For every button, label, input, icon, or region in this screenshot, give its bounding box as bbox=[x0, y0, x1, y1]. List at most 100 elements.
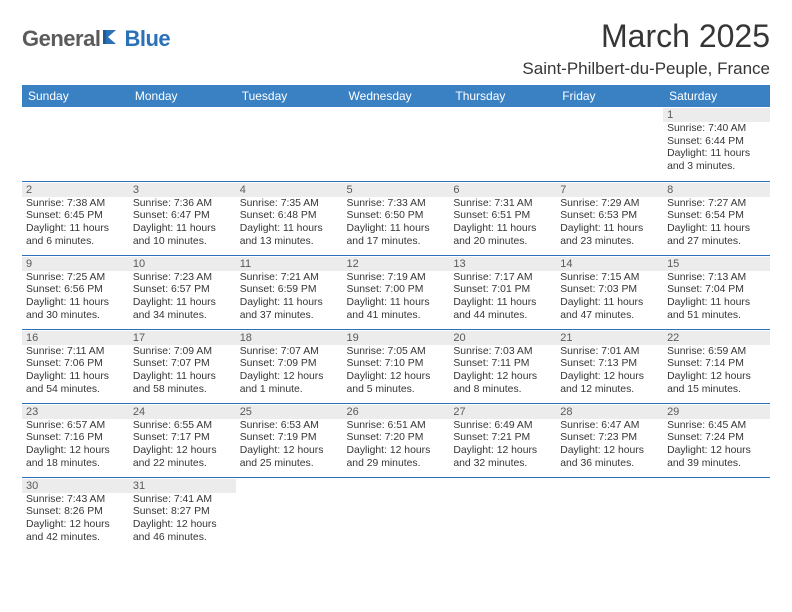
header: General Blue March 2025 Saint-Philbert-d… bbox=[22, 18, 770, 79]
calendar-cell: 8Sunrise: 7:27 AMSunset: 6:54 PMDaylight… bbox=[663, 181, 770, 255]
month-title: March 2025 bbox=[522, 18, 770, 55]
sunrise-text: Sunrise: 7:19 AM bbox=[347, 272, 446, 285]
calendar-cell bbox=[449, 107, 556, 181]
daylight-text: Daylight: 12 hours bbox=[26, 519, 125, 532]
daylight-text: and 37 minutes. bbox=[240, 310, 339, 323]
daylight-text: and 39 minutes. bbox=[667, 458, 766, 471]
calendar-table: Sunday Monday Tuesday Wednesday Thursday… bbox=[22, 85, 770, 551]
daylight-text: and 10 minutes. bbox=[133, 236, 232, 249]
sunset-text: Sunset: 7:17 PM bbox=[133, 432, 232, 445]
daylight-text: Daylight: 11 hours bbox=[453, 297, 552, 310]
daylight-text: Daylight: 12 hours bbox=[26, 445, 125, 458]
day-number: 19 bbox=[343, 331, 450, 345]
calendar-cell bbox=[449, 477, 556, 551]
weekday-header: Friday bbox=[556, 85, 663, 107]
day-number: 8 bbox=[663, 183, 770, 197]
sunrise-text: Sunrise: 7:17 AM bbox=[453, 272, 552, 285]
calendar-cell: 15Sunrise: 7:13 AMSunset: 7:04 PMDayligh… bbox=[663, 255, 770, 329]
day-number: 16 bbox=[22, 331, 129, 345]
sunset-text: Sunset: 7:14 PM bbox=[667, 358, 766, 371]
daylight-text: Daylight: 11 hours bbox=[133, 297, 232, 310]
daylight-text: Daylight: 12 hours bbox=[667, 371, 766, 384]
sunset-text: Sunset: 7:16 PM bbox=[26, 432, 125, 445]
sunrise-text: Sunrise: 7:07 AM bbox=[240, 346, 339, 359]
weekday-header: Thursday bbox=[449, 85, 556, 107]
calendar-cell bbox=[556, 477, 663, 551]
day-number: 17 bbox=[129, 331, 236, 345]
daylight-text: and 25 minutes. bbox=[240, 458, 339, 471]
calendar-cell: 10Sunrise: 7:23 AMSunset: 6:57 PMDayligh… bbox=[129, 255, 236, 329]
daylight-text: Daylight: 12 hours bbox=[453, 371, 552, 384]
calendar-cell: 23Sunrise: 6:57 AMSunset: 7:16 PMDayligh… bbox=[22, 403, 129, 477]
sunrise-text: Sunrise: 7:05 AM bbox=[347, 346, 446, 359]
daylight-text: Daylight: 12 hours bbox=[240, 445, 339, 458]
calendar-cell: 7Sunrise: 7:29 AMSunset: 6:53 PMDaylight… bbox=[556, 181, 663, 255]
daylight-text: Daylight: 11 hours bbox=[560, 223, 659, 236]
calendar-cell: 28Sunrise: 6:47 AMSunset: 7:23 PMDayligh… bbox=[556, 403, 663, 477]
daylight-text: and 41 minutes. bbox=[347, 310, 446, 323]
sunrise-text: Sunrise: 7:03 AM bbox=[453, 346, 552, 359]
sunset-text: Sunset: 7:01 PM bbox=[453, 284, 552, 297]
daylight-text: Daylight: 11 hours bbox=[240, 223, 339, 236]
sunrise-text: Sunrise: 7:36 AM bbox=[133, 198, 232, 211]
daylight-text: Daylight: 11 hours bbox=[26, 297, 125, 310]
calendar-cell: 4Sunrise: 7:35 AMSunset: 6:48 PMDaylight… bbox=[236, 181, 343, 255]
daylight-text: Daylight: 12 hours bbox=[347, 371, 446, 384]
calendar-cell: 6Sunrise: 7:31 AMSunset: 6:51 PMDaylight… bbox=[449, 181, 556, 255]
day-number: 23 bbox=[22, 405, 129, 419]
calendar-cell: 26Sunrise: 6:51 AMSunset: 7:20 PMDayligh… bbox=[343, 403, 450, 477]
daylight-text: and 47 minutes. bbox=[560, 310, 659, 323]
daylight-text: and 8 minutes. bbox=[453, 384, 552, 397]
day-number: 20 bbox=[449, 331, 556, 345]
daylight-text: Daylight: 11 hours bbox=[347, 297, 446, 310]
calendar-row: 23Sunrise: 6:57 AMSunset: 7:16 PMDayligh… bbox=[22, 403, 770, 477]
sunrise-text: Sunrise: 7:23 AM bbox=[133, 272, 232, 285]
day-number: 2 bbox=[22, 183, 129, 197]
day-number: 14 bbox=[556, 257, 663, 271]
day-number: 29 bbox=[663, 405, 770, 419]
daylight-text: and 29 minutes. bbox=[347, 458, 446, 471]
calendar-cell: 31Sunrise: 7:41 AMSunset: 8:27 PMDayligh… bbox=[129, 477, 236, 551]
calendar-cell: 1Sunrise: 7:40 AMSunset: 6:44 PMDaylight… bbox=[663, 107, 770, 181]
daylight-text: and 22 minutes. bbox=[133, 458, 232, 471]
daylight-text: and 17 minutes. bbox=[347, 236, 446, 249]
day-number: 12 bbox=[343, 257, 450, 271]
calendar-cell bbox=[556, 107, 663, 181]
daylight-text: and 13 minutes. bbox=[240, 236, 339, 249]
calendar-row: 9Sunrise: 7:25 AMSunset: 6:56 PMDaylight… bbox=[22, 255, 770, 329]
sunset-text: Sunset: 7:06 PM bbox=[26, 358, 125, 371]
sunrise-text: Sunrise: 7:21 AM bbox=[240, 272, 339, 285]
daylight-text: and 5 minutes. bbox=[347, 384, 446, 397]
calendar-cell bbox=[129, 107, 236, 181]
sunset-text: Sunset: 6:56 PM bbox=[26, 284, 125, 297]
sunrise-text: Sunrise: 7:15 AM bbox=[560, 272, 659, 285]
sunset-text: Sunset: 6:47 PM bbox=[133, 210, 232, 223]
day-number: 11 bbox=[236, 257, 343, 271]
daylight-text: Daylight: 11 hours bbox=[560, 297, 659, 310]
daylight-text: Daylight: 12 hours bbox=[453, 445, 552, 458]
daylight-text: Daylight: 12 hours bbox=[667, 445, 766, 458]
sunrise-text: Sunrise: 7:27 AM bbox=[667, 198, 766, 211]
daylight-text: Daylight: 12 hours bbox=[133, 519, 232, 532]
sunrise-text: Sunrise: 7:31 AM bbox=[453, 198, 552, 211]
calendar-cell: 2Sunrise: 7:38 AMSunset: 6:45 PMDaylight… bbox=[22, 181, 129, 255]
daylight-text: and 27 minutes. bbox=[667, 236, 766, 249]
calendar-cell: 12Sunrise: 7:19 AMSunset: 7:00 PMDayligh… bbox=[343, 255, 450, 329]
sunset-text: Sunset: 7:23 PM bbox=[560, 432, 659, 445]
sunrise-text: Sunrise: 7:11 AM bbox=[26, 346, 125, 359]
daylight-text: Daylight: 11 hours bbox=[26, 223, 125, 236]
day-number: 13 bbox=[449, 257, 556, 271]
daylight-text: Daylight: 12 hours bbox=[560, 445, 659, 458]
day-number: 31 bbox=[129, 479, 236, 493]
daylight-text: and 44 minutes. bbox=[453, 310, 552, 323]
sunset-text: Sunset: 6:44 PM bbox=[667, 136, 766, 149]
sunrise-text: Sunrise: 7:35 AM bbox=[240, 198, 339, 211]
calendar-row: 1Sunrise: 7:40 AMSunset: 6:44 PMDaylight… bbox=[22, 107, 770, 181]
day-number: 1 bbox=[663, 108, 770, 122]
sunset-text: Sunset: 7:00 PM bbox=[347, 284, 446, 297]
daylight-text: and 58 minutes. bbox=[133, 384, 232, 397]
sunset-text: Sunset: 6:59 PM bbox=[240, 284, 339, 297]
calendar-cell: 9Sunrise: 7:25 AMSunset: 6:56 PMDaylight… bbox=[22, 255, 129, 329]
calendar-cell: 21Sunrise: 7:01 AMSunset: 7:13 PMDayligh… bbox=[556, 329, 663, 403]
daylight-text: Daylight: 11 hours bbox=[667, 148, 766, 161]
